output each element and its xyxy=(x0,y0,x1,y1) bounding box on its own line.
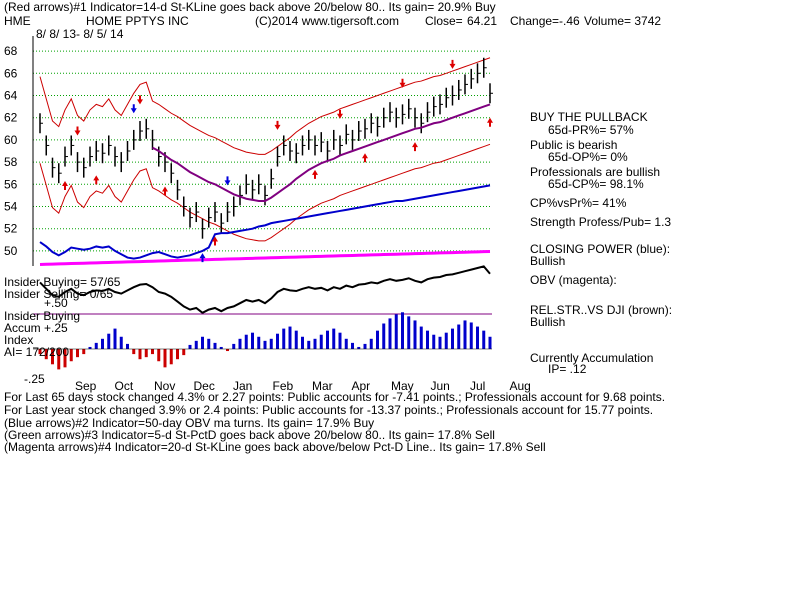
footer-line-4: (Green arrows)#3 Indicator=5-d St-PctD g… xyxy=(4,428,495,442)
sell-arrow xyxy=(137,95,143,105)
buy-arrow xyxy=(162,186,168,196)
sell-arrow xyxy=(274,120,281,130)
x-tick-label: Jul xyxy=(470,379,485,393)
obv-label: OBV (magenta): xyxy=(530,273,617,287)
upper-band xyxy=(39,57,491,155)
buy-arrow xyxy=(487,117,493,127)
blue-arrow xyxy=(199,253,206,263)
sell-arrow xyxy=(337,109,343,119)
y-tick-label: 58 xyxy=(4,155,18,169)
buy-arrow xyxy=(62,180,68,190)
professionals-text: Professionals are bullish xyxy=(530,165,661,179)
change-text: Change=-.46 xyxy=(510,14,580,28)
ai-label: AI= 172/200 xyxy=(4,345,70,359)
relstr-label: REL.STR..VS DJI (brown): xyxy=(530,303,673,317)
y-tick-label: 62 xyxy=(4,111,18,125)
y-tick-label: 54 xyxy=(4,200,18,214)
close-label: Close= xyxy=(425,14,463,28)
obv-line xyxy=(39,249,491,266)
accumulation-text: Currently Accumulation xyxy=(530,351,654,365)
moving-average-line xyxy=(152,103,491,202)
x-tick-label: Jun xyxy=(431,379,450,393)
y-tick-label: 56 xyxy=(4,177,18,191)
relstr-line xyxy=(39,265,491,314)
x-tick-label: Dec xyxy=(194,379,215,393)
sell-arrow xyxy=(74,126,81,136)
y-tick-label: 68 xyxy=(4,44,18,58)
cp-text: 65d-CP%= 98.1% xyxy=(548,177,644,191)
y-tick-label: 66 xyxy=(4,66,18,80)
x-tick-label: Oct xyxy=(115,379,134,393)
blue-arrow xyxy=(130,104,137,114)
footer-line-2: For Last year stock changed 3.9% or 2.4 … xyxy=(4,403,654,417)
close-value: 64.21 xyxy=(467,14,498,28)
ticker-symbol: HME xyxy=(4,14,31,28)
buy-pullback-text: BUY THE PULLBACK xyxy=(530,110,648,124)
closing-power-state: Bullish xyxy=(530,254,566,268)
x-tick-label: May xyxy=(391,379,414,393)
accum-label: Accum xyxy=(4,321,41,335)
public-text: Public is bearish xyxy=(530,138,618,152)
x-tick-label: Aug xyxy=(510,379,531,393)
insider-buying-label: Insider Buying xyxy=(4,309,81,323)
footer-line-5: (Magenta arrows)#4 Indicator=20-d St-KLi… xyxy=(4,440,546,454)
ip-text: IP= .12 xyxy=(548,362,587,376)
buy-arrow xyxy=(312,169,318,179)
plus50-label: +.50 xyxy=(44,296,68,310)
cpvspr-text: CP%vsPr%= 41% xyxy=(530,196,627,210)
footer-line-3: (Blue arrows)#2 Indicator=50-day OBV ma … xyxy=(4,416,375,430)
index-label: Index xyxy=(4,333,34,347)
insider-selling-text: Insider Selling= 0/65 xyxy=(4,287,114,301)
pr-text: 65d-PR%= 57% xyxy=(548,123,634,137)
indicator-1-text: (Red arrows)#1 Indicator=14-d St-KLine g… xyxy=(4,0,496,14)
x-tick-label: Feb xyxy=(273,379,294,393)
buy-arrow xyxy=(362,153,368,163)
sell-arrow xyxy=(449,59,456,69)
sell-arrow xyxy=(399,78,406,88)
closing-power-label: CLOSING POWER (blue): xyxy=(530,242,671,256)
date-range: 8/ 8/ 13- 8/ 5/ 14 xyxy=(36,27,124,41)
buy-arrow xyxy=(212,236,218,246)
insider-buying-text: Insider Buying= 57/65 xyxy=(4,275,121,289)
x-tick-label: Apr xyxy=(352,379,371,393)
relstr-state: Bullish xyxy=(530,315,566,329)
y-tick-label: 60 xyxy=(4,133,18,147)
x-tick-label: Nov xyxy=(154,379,175,393)
volume-text: Volume= 3742 xyxy=(584,14,662,28)
lower-band xyxy=(39,143,491,242)
buy-arrow xyxy=(93,175,100,185)
buy-arrow xyxy=(412,142,418,152)
strength-text: Strength Profess/Pub= 1.3 xyxy=(530,215,672,229)
x-tick-label: Jan xyxy=(233,379,252,393)
plus25-label: +.25 xyxy=(44,321,68,335)
copyright-text: (C)2014 www.tigersoft.com xyxy=(255,14,400,28)
y-tick-label: 64 xyxy=(4,89,18,103)
x-tick-label: Sep xyxy=(75,379,97,393)
closing-power-line xyxy=(39,184,491,260)
footer-line-1: For Last 65 days stock changed 4.3% or 2… xyxy=(4,390,666,404)
op-text: 65d-OP%= 0% xyxy=(548,150,628,164)
company-name: HOME PPTYS INC xyxy=(86,14,189,28)
blue-arrow xyxy=(224,176,231,186)
y-tick-label: 50 xyxy=(4,244,18,258)
x-tick-label: Mar xyxy=(312,379,333,393)
minus25-label: -.25 xyxy=(24,372,45,386)
y-tick-label: 52 xyxy=(4,222,18,236)
